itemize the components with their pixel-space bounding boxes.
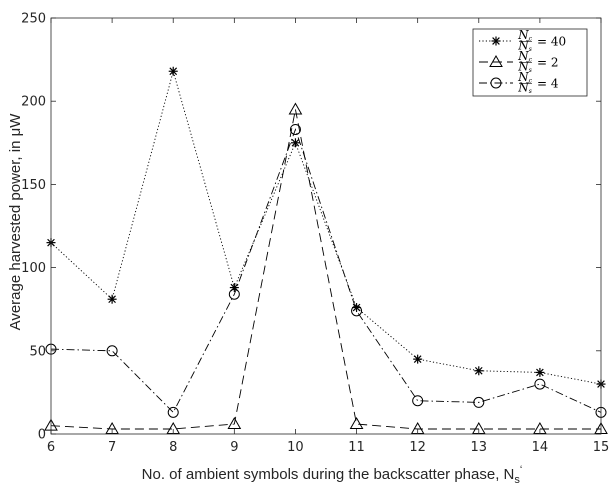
y-tick-label: 250	[21, 12, 46, 27]
data-point	[535, 367, 545, 377]
legend-value: = 4	[537, 77, 559, 91]
legend-fraction-denominator-sub: s	[529, 88, 532, 95]
data-point	[168, 66, 178, 76]
x-tick-label: 11	[348, 440, 365, 455]
x-axis-label: No. of ambient symbols during the backsc…	[142, 464, 523, 486]
y-tick-label: 200	[21, 95, 46, 110]
y-axis-label: Average harvested power, in μW	[7, 113, 24, 331]
data-point	[351, 305, 363, 317]
axes-box	[50, 17, 602, 435]
y-tick-label: 50	[29, 344, 46, 359]
data-point	[106, 345, 118, 357]
y-tick-label: 0	[38, 428, 46, 443]
x-tick-label: 10	[287, 440, 304, 455]
legend-fraction-denominator: Ns	[517, 39, 532, 54]
legend-value: = 40	[537, 35, 566, 49]
x-tick-label: 8	[169, 440, 177, 455]
legend-fraction-numerator-sub: c	[529, 78, 533, 85]
y-tick-label: 100	[21, 261, 46, 276]
legend-fraction-denominator-sub: s	[529, 67, 532, 74]
x-axis-label-sub: s	[514, 474, 520, 486]
x-tick-label: 9	[230, 440, 238, 455]
series-layer	[44, 66, 608, 435]
x-axis-label-main: No. of ambient symbols during the backsc…	[142, 466, 515, 483]
data-point	[349, 417, 364, 430]
data-point	[288, 102, 303, 115]
data-point	[107, 294, 117, 304]
data-point	[413, 354, 423, 364]
data-point	[534, 378, 546, 390]
y-tick-label: 150	[21, 178, 46, 193]
legend-fraction-numerator-sub: c	[529, 36, 533, 43]
series-line	[50, 128, 602, 414]
x-tick-label: 12	[409, 440, 426, 455]
data-point	[474, 366, 484, 376]
x-axis-label-suffix: ‘	[520, 464, 522, 476]
data-point	[352, 303, 362, 313]
series-line	[50, 69, 602, 385]
x-tick-label: 7	[108, 440, 116, 455]
legend-fraction-denominator: Ns	[517, 81, 532, 96]
x-tick-label: 14	[532, 440, 549, 455]
legend-fraction-denominator-sub: s	[529, 46, 532, 53]
x-tick-label: 13	[471, 440, 488, 455]
legend-fraction-denominator: Ns	[517, 60, 532, 75]
data-point	[290, 138, 300, 148]
data-point	[473, 396, 485, 408]
legend-marker	[491, 36, 501, 46]
data-point	[412, 395, 424, 407]
data-point	[228, 288, 240, 300]
x-tick-label: 6	[47, 440, 55, 455]
legend-fraction-numerator-sub: c	[529, 57, 533, 64]
data-point	[167, 406, 179, 418]
x-tick-label: 15	[593, 440, 610, 455]
legend-marker	[489, 54, 503, 67]
data-point	[289, 123, 301, 135]
data-point	[227, 417, 242, 430]
legend-value: = 2	[537, 56, 559, 70]
legend-marker	[490, 77, 502, 89]
series-circle	[45, 123, 607, 418]
series-line	[50, 109, 601, 430]
